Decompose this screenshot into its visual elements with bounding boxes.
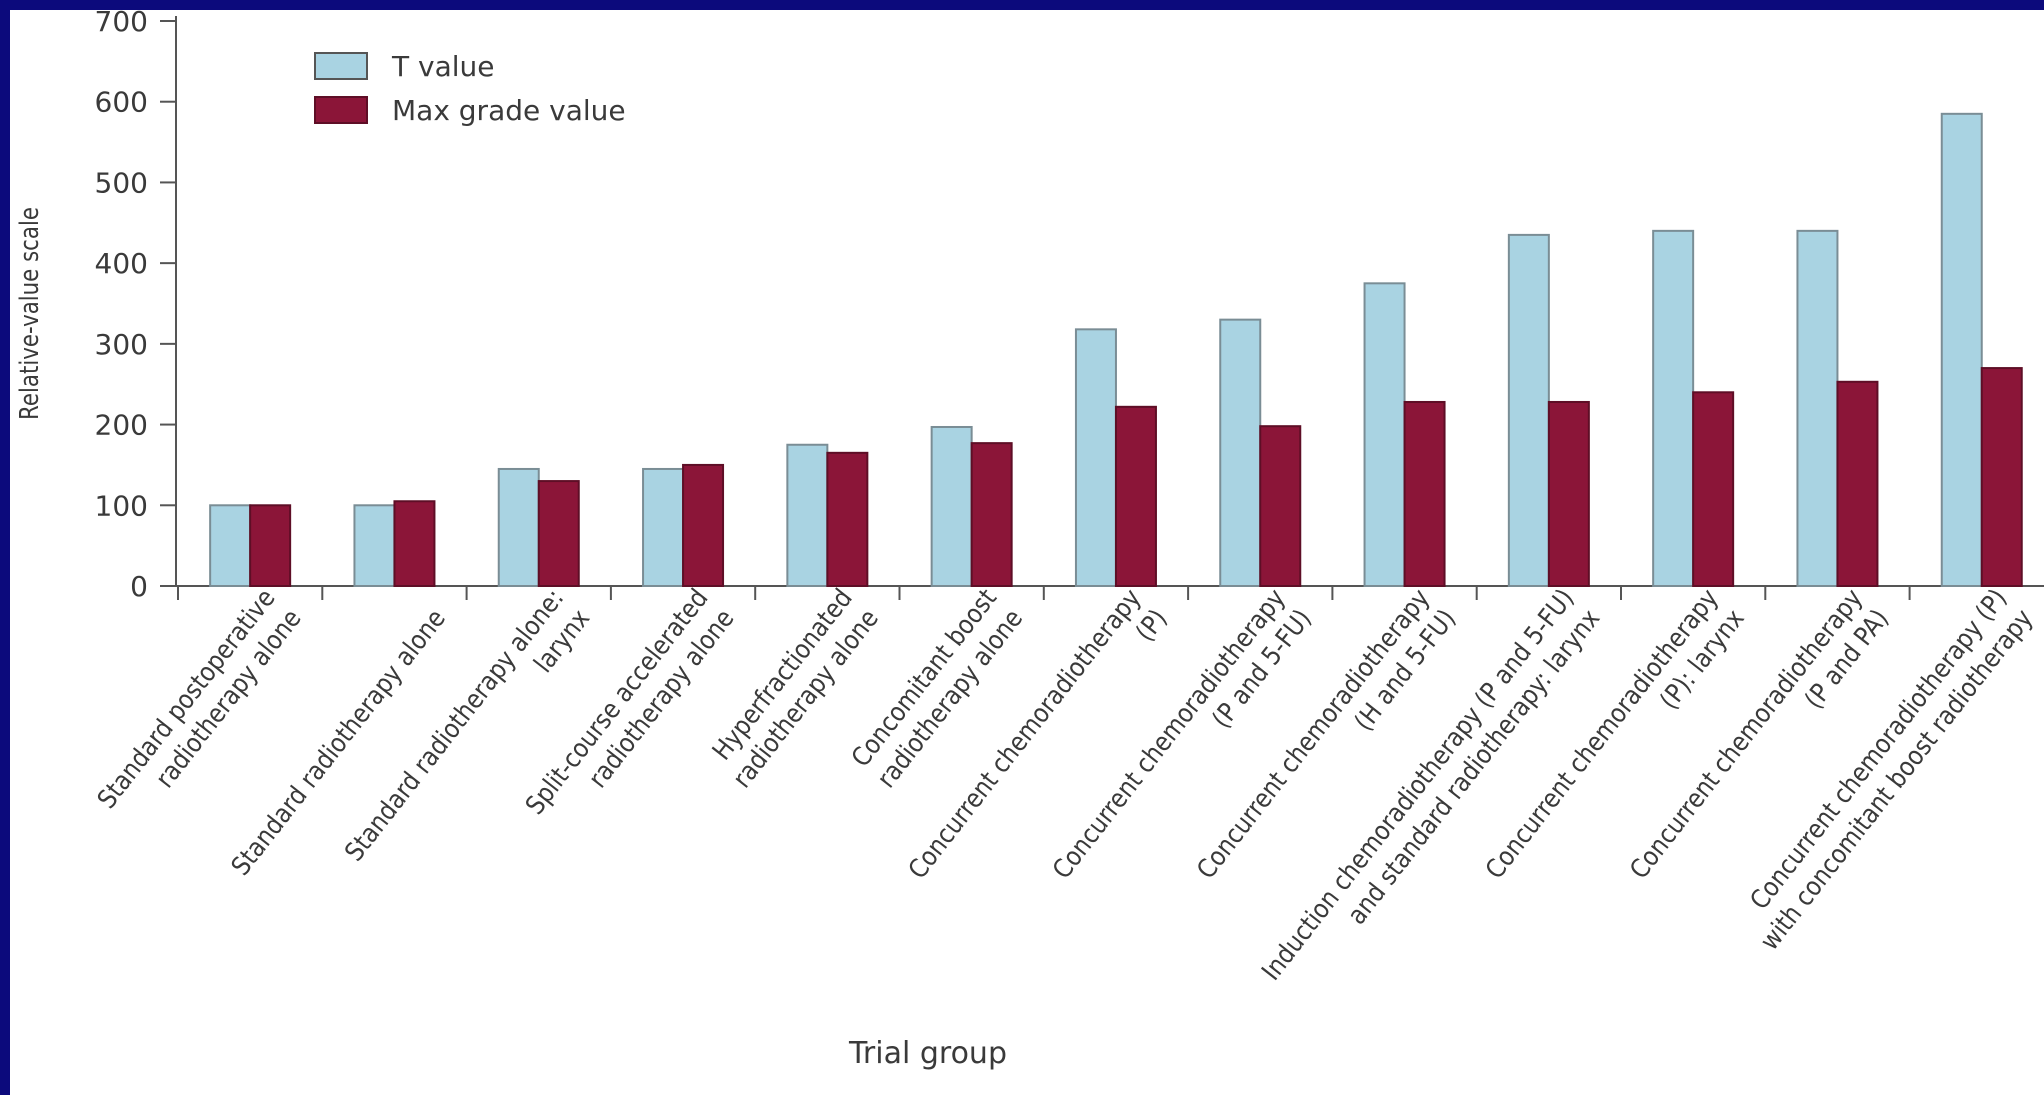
category-label: Standard radiotherapy alone:larynx bbox=[338, 583, 595, 867]
t-value-bar bbox=[1940, 112, 1983, 587]
max-grade-value-bar bbox=[537, 480, 580, 588]
legend-max-grade-value-swatch bbox=[314, 96, 368, 124]
y-tick-label: 600 bbox=[95, 86, 148, 119]
legend-max-grade-value-label: Max grade value bbox=[392, 94, 626, 127]
t-value-bar bbox=[642, 467, 685, 588]
max-grade-value-bar bbox=[1692, 391, 1735, 587]
category-label-line: Standard postoperative bbox=[91, 583, 281, 814]
chart-panel: 0 100 200 300 400 500 600 700 Relative-value sca… bbox=[10, 10, 2044, 1095]
t-value-bar bbox=[786, 443, 829, 587]
max-grade-value-bar bbox=[682, 463, 725, 587]
max-grade-value-bar bbox=[1547, 400, 1590, 587]
t-value-bar bbox=[1363, 282, 1406, 587]
bars-layer bbox=[209, 112, 2023, 588]
y-tick-label: 400 bbox=[95, 247, 148, 280]
max-grade-value-bar bbox=[1114, 405, 1157, 588]
y-tick-label: 700 bbox=[95, 10, 148, 38]
labels-layer: 0 100 200 300 400 500 600 700 Relative-value sca… bbox=[14, 10, 2039, 1071]
t-value-bar bbox=[353, 504, 396, 587]
max-grade-value-bar bbox=[826, 451, 869, 588]
t-value-bar bbox=[1796, 229, 1839, 587]
t-value-bar bbox=[930, 425, 973, 587]
y-tick-label: 0 bbox=[130, 570, 148, 603]
legend-t-value-label: T value bbox=[391, 50, 494, 83]
max-grade-value-bar bbox=[970, 442, 1013, 587]
max-grade-value-bar bbox=[1403, 400, 1446, 587]
legend-t-value-swatch bbox=[314, 52, 368, 80]
x-axis-title: Trial group bbox=[848, 1036, 1007, 1071]
y-tick-label: 100 bbox=[95, 489, 148, 522]
y-axis-title: Relative-value scale bbox=[14, 207, 45, 420]
bar-chart: 0 100 200 300 400 500 600 700 Relative-value sca… bbox=[14, 10, 2044, 1071]
category-label-line: Standard radiotherapy alone: bbox=[338, 583, 569, 867]
t-value-bar bbox=[497, 467, 540, 588]
t-value-bar bbox=[1074, 328, 1117, 587]
t-value-bar bbox=[1219, 318, 1262, 587]
t-value-bar bbox=[209, 504, 252, 587]
max-grade-value-bar bbox=[1259, 425, 1302, 587]
legend: T value Max grade value bbox=[314, 50, 626, 127]
max-grade-value-bar bbox=[249, 504, 292, 587]
t-value-bar bbox=[1507, 233, 1550, 587]
y-tick-label: 500 bbox=[95, 166, 148, 199]
category-label: Concurrent chemoradiotherapy (P)with con… bbox=[1744, 583, 2039, 956]
max-grade-value-bar bbox=[1836, 380, 1879, 587]
category-label-line: Concurrent chemoradiotherapy bbox=[1046, 583, 1291, 885]
max-grade-value-bar bbox=[1980, 367, 2023, 588]
y-tick-label: 300 bbox=[95, 328, 148, 361]
max-grade-value-bar bbox=[393, 500, 436, 587]
y-tick-label: 200 bbox=[95, 409, 148, 442]
t-value-bar bbox=[1652, 229, 1695, 587]
